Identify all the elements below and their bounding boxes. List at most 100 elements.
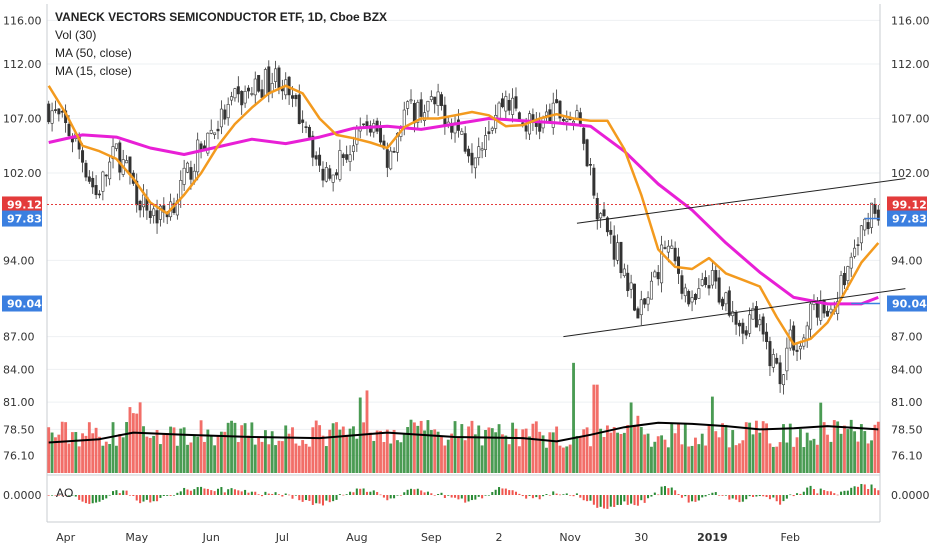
volume-bar [856, 441, 860, 473]
volume-bar [70, 432, 74, 473]
ao-bar [785, 495, 788, 499]
ao-bar [626, 495, 629, 505]
candle-body [863, 218, 867, 231]
candle-body [805, 325, 809, 340]
volume-bar [148, 437, 152, 473]
candle-body [216, 128, 220, 132]
ao-histogram [47, 483, 880, 509]
volume-bar [460, 424, 464, 473]
candle-body [748, 314, 752, 334]
volume-bar [440, 435, 443, 473]
ao-bar [606, 495, 609, 509]
y-tick-label-right: 76.10 [891, 450, 923, 463]
ao-bar [230, 488, 233, 495]
ao-bar [741, 495, 744, 502]
ao-bar [799, 493, 802, 495]
volume-bar [616, 432, 619, 473]
volume-bar [260, 441, 264, 473]
candle-body [626, 272, 630, 292]
volume-bar [98, 436, 101, 473]
candle-body [795, 349, 799, 352]
volume-bar [423, 430, 426, 473]
volume-bar [517, 446, 521, 473]
candle-body [768, 341, 772, 367]
candle-body [707, 285, 711, 289]
volume-bar [50, 432, 54, 473]
candle-body [402, 109, 406, 127]
ao-bar [494, 489, 497, 495]
ao-label[interactable]: AO [56, 486, 74, 500]
ao-bar [376, 491, 379, 495]
ao-bar [220, 487, 223, 495]
volume-bar [467, 426, 471, 473]
candle-body [873, 203, 877, 214]
candle-body [853, 247, 857, 257]
ao-tick-left: 0.0000 [3, 489, 42, 502]
y-tick-label-left: 102.00 [3, 167, 42, 180]
volume-bar [666, 447, 670, 473]
candle-body [318, 154, 322, 166]
ao-bar [691, 495, 694, 502]
price-tag-right-label: 97.83 [892, 213, 927, 226]
candle-body [311, 135, 315, 158]
volume-bar [138, 402, 142, 473]
ao-bar [548, 494, 551, 496]
ao-bar [281, 495, 284, 497]
volume-bar [301, 440, 305, 473]
candle-body [385, 149, 389, 168]
volume-bar [819, 402, 823, 473]
candle-body [253, 78, 257, 96]
price-tag-right-label: 99.12 [892, 198, 927, 211]
volume-bar [680, 444, 684, 473]
volume-bar [507, 444, 511, 473]
ao-bar [61, 495, 64, 496]
candle-body [741, 322, 745, 334]
candle-body [656, 272, 660, 280]
candle-body [815, 302, 819, 318]
volume-bar [392, 429, 396, 473]
ao-bar [701, 495, 704, 498]
ao-bar [853, 486, 856, 495]
price-tag-right [887, 196, 927, 213]
ao-bar [81, 495, 84, 502]
volume-bar [389, 443, 393, 473]
y-tick-label-right: 78.50 [891, 423, 923, 436]
candle-body [575, 110, 579, 119]
ao-bar [91, 495, 94, 504]
volume-bar [873, 424, 877, 473]
volume-bar [585, 427, 589, 473]
volume-bar [677, 423, 680, 473]
ao-bar [518, 493, 521, 495]
candle-body [588, 164, 592, 166]
ao-bar [254, 491, 257, 495]
volume-bar [876, 421, 880, 473]
ao-tick-right: 0.0000 [891, 489, 930, 502]
volume-bar [622, 432, 626, 473]
ao-bar [711, 492, 714, 495]
ao-bar [399, 495, 402, 496]
candle-body [379, 127, 383, 143]
volume-bar [724, 424, 728, 473]
candle-body [514, 96, 518, 109]
candle-body [782, 374, 785, 386]
volume-bar [209, 436, 213, 473]
candle-body [724, 292, 728, 305]
ao-bar [775, 495, 778, 502]
legend-ma50[interactable]: MA (50, close) [55, 46, 132, 60]
volume-bar [426, 420, 430, 473]
ao-bar [267, 493, 270, 495]
candle-body [236, 86, 240, 95]
candle-body [785, 347, 789, 372]
legend-ma15[interactable]: MA (15, close) [55, 64, 132, 78]
candle-body [534, 122, 538, 127]
candle-body [670, 245, 674, 249]
volume-bar [54, 437, 57, 473]
legend-vol[interactable]: Vol (30) [55, 28, 97, 42]
volume-bar [74, 432, 78, 473]
volume-bar [551, 432, 555, 473]
ao-bar [308, 495, 311, 501]
ao-bar [779, 495, 782, 505]
candle-body [250, 93, 254, 95]
candle-body [304, 126, 308, 128]
